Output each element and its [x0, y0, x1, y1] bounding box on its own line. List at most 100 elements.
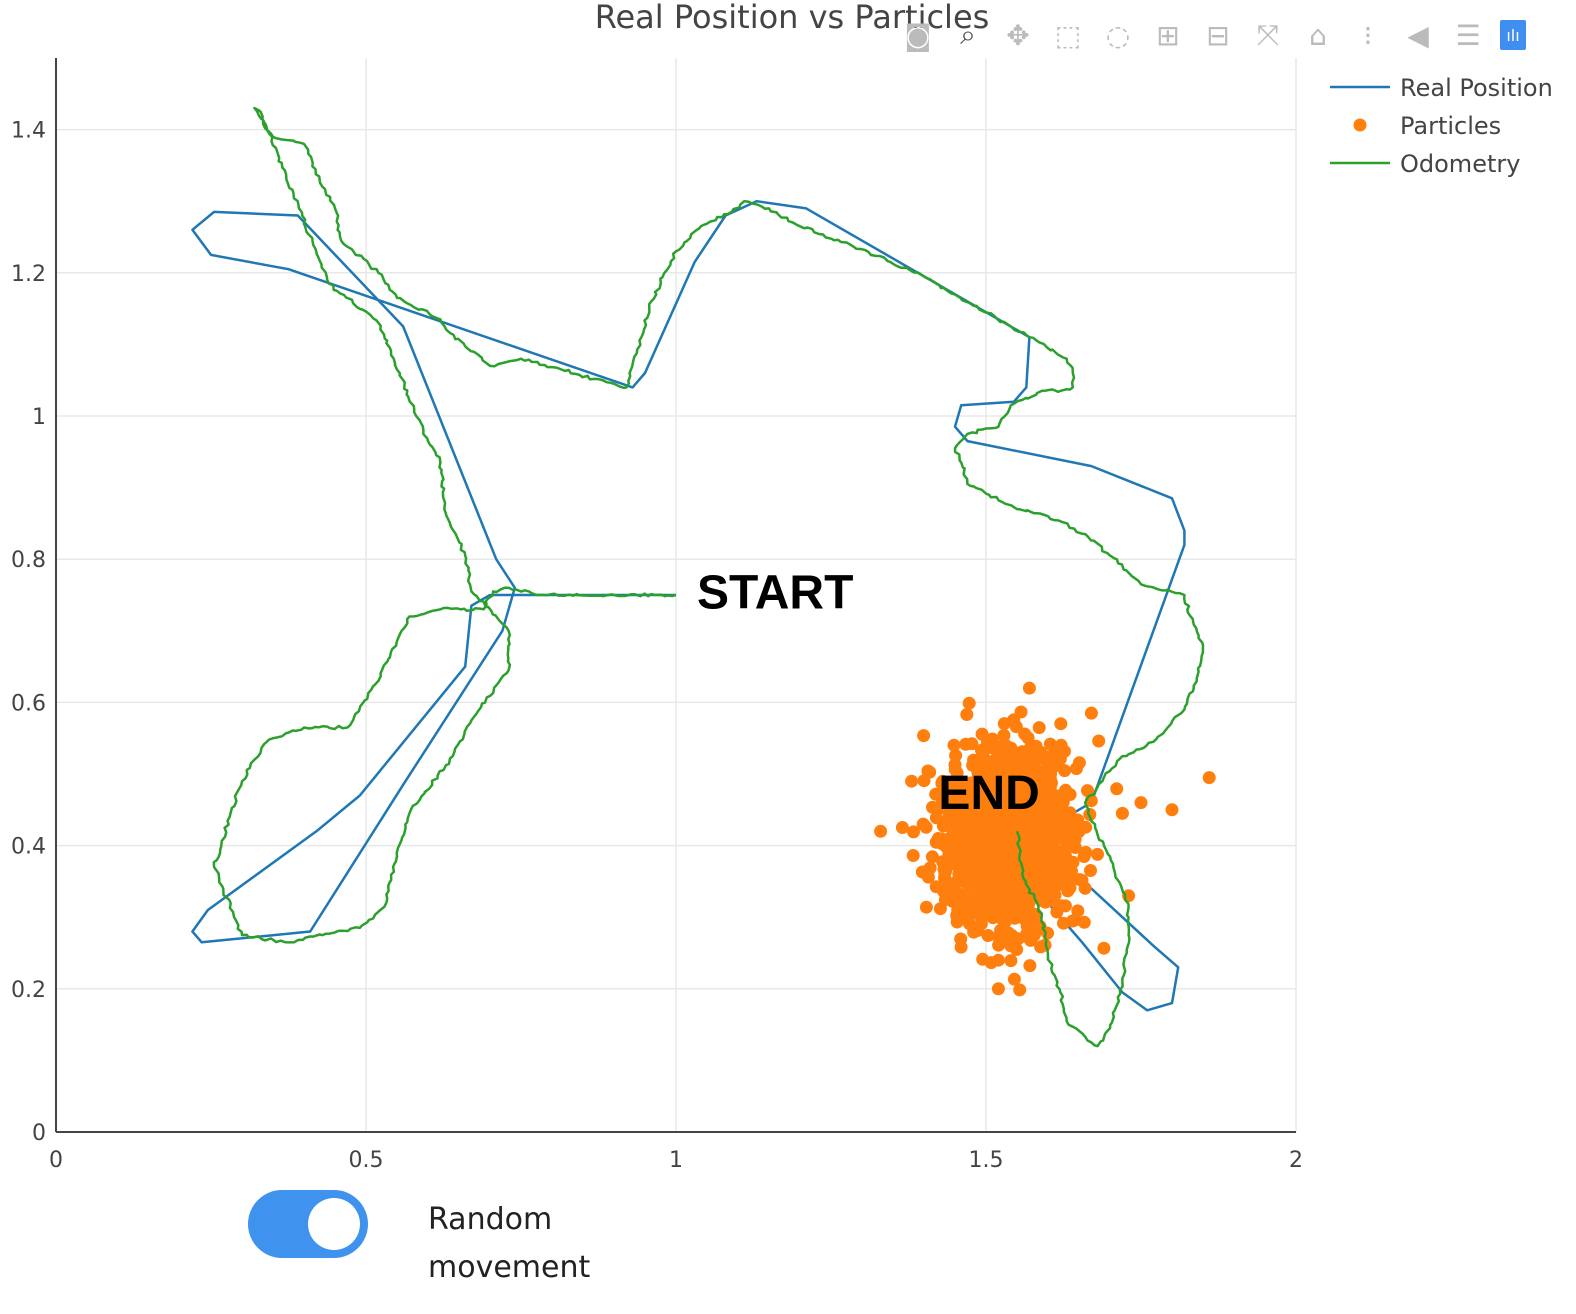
particle-point[interactable] — [1023, 959, 1037, 973]
particle-point[interactable] — [1012, 884, 1026, 898]
particle-point[interactable] — [1134, 796, 1148, 810]
particle-point[interactable] — [938, 866, 952, 880]
particle-point[interactable] — [961, 833, 975, 846]
particle-point[interactable] — [1029, 800, 1043, 814]
particle-point[interactable] — [1050, 850, 1064, 864]
particle-point[interactable] — [950, 766, 964, 780]
particle-point[interactable] — [1069, 762, 1083, 776]
particle-point[interactable] — [1020, 782, 1034, 796]
particle-point[interactable] — [1084, 864, 1097, 877]
particle-point[interactable] — [1007, 835, 1020, 849]
pan-icon[interactable]: ✥ — [1006, 18, 1030, 52]
particle-point[interactable] — [1042, 869, 1056, 882]
particle-point[interactable] — [1032, 721, 1046, 735]
particle-point[interactable] — [992, 779, 1006, 793]
particle-point[interactable] — [929, 880, 943, 894]
particle-point[interactable] — [988, 766, 1002, 780]
particle-point[interactable] — [1041, 758, 1055, 772]
plot-area[interactable] — [191, 106, 1216, 1048]
particle-point[interactable] — [958, 806, 972, 820]
particle-point[interactable] — [952, 794, 966, 808]
particle-point[interactable] — [1004, 939, 1018, 953]
hover-closest-icon[interactable]: ◀ — [1407, 18, 1429, 52]
particle-point[interactable] — [1077, 915, 1091, 929]
particle-point[interactable] — [925, 850, 939, 864]
particle-point[interactable] — [967, 925, 981, 939]
particle-point[interactable] — [1084, 706, 1098, 720]
particle-point[interactable] — [1061, 870, 1075, 884]
particle-point[interactable] — [917, 729, 931, 743]
zoom-icon[interactable]: ⌕ — [960, 18, 976, 51]
particle-point[interactable] — [987, 907, 1001, 921]
particle-point[interactable] — [1091, 847, 1104, 861]
particle-point[interactable] — [990, 813, 1003, 827]
particle-point[interactable] — [991, 982, 1005, 996]
particle-point[interactable] — [978, 872, 992, 886]
legend-item-particles[interactable]: Particles — [1353, 112, 1502, 140]
particle-point[interactable] — [1038, 783, 1052, 797]
particle-point[interactable] — [970, 900, 983, 914]
particle-point[interactable] — [1054, 717, 1068, 731]
particle-point[interactable] — [1048, 812, 1062, 826]
particle-point[interactable] — [929, 787, 943, 801]
particle-point[interactable] — [1081, 784, 1094, 798]
particle-point[interactable] — [932, 835, 946, 849]
particle-point[interactable] — [1031, 823, 1045, 836]
particle-point[interactable] — [977, 800, 991, 814]
particle-point[interactable] — [1003, 875, 1017, 889]
particle-point[interactable] — [933, 902, 947, 916]
particle-point[interactable] — [996, 865, 1010, 879]
particle-point[interactable] — [937, 815, 951, 829]
particle-point[interactable] — [966, 758, 980, 772]
particle-point[interactable] — [923, 861, 937, 875]
particle-point[interactable] — [1058, 764, 1072, 778]
particle-point[interactable] — [1068, 832, 1082, 846]
particle-point[interactable] — [946, 848, 959, 862]
zoom-out-icon[interactable]: ⊟ — [1206, 18, 1230, 52]
particle-point[interactable] — [936, 855, 950, 869]
particle-point[interactable] — [992, 938, 1006, 952]
particle-point[interactable] — [944, 888, 958, 902]
particle-point[interactable] — [1110, 782, 1124, 796]
particle-point[interactable] — [1002, 926, 1016, 940]
particles-group[interactable] — [874, 681, 1216, 997]
particle-point[interactable] — [1009, 720, 1023, 734]
zoom-in-icon[interactable]: ⊞ — [1156, 18, 1180, 52]
particle-point[interactable] — [1063, 806, 1077, 820]
particle-point[interactable] — [935, 777, 949, 791]
particle-point[interactable] — [959, 784, 973, 798]
particle-point[interactable] — [1013, 983, 1027, 997]
particle-point[interactable] — [1030, 753, 1044, 766]
lasso-select-icon[interactable]: ◌ — [1105, 18, 1131, 52]
particle-point[interactable] — [965, 856, 978, 870]
particle-point[interactable] — [906, 849, 920, 862]
particle-point[interactable] — [997, 717, 1011, 731]
particle-point[interactable] — [951, 903, 965, 917]
particle-point[interactable] — [1028, 877, 1041, 891]
box-select-icon[interactable]: ⬚ — [1054, 18, 1082, 52]
particle-point[interactable] — [874, 824, 888, 838]
particle-point[interactable] — [1023, 845, 1037, 859]
particle-point[interactable] — [1004, 954, 1018, 968]
particle-point[interactable] — [1078, 881, 1092, 895]
particle-point[interactable] — [1036, 773, 1050, 786]
particle-point[interactable] — [981, 929, 995, 942]
particle-point[interactable] — [971, 775, 985, 789]
particle-point[interactable] — [962, 696, 976, 710]
camera-icon[interactable]: ◙ — [904, 18, 932, 52]
particle-point[interactable] — [949, 778, 963, 792]
particle-point[interactable] — [973, 787, 987, 801]
particle-point[interactable] — [1022, 861, 1036, 875]
particle-point[interactable] — [1001, 847, 1014, 861]
particle-point[interactable] — [975, 762, 989, 776]
particle-point[interactable] — [980, 837, 994, 851]
particle-point[interactable] — [1003, 767, 1017, 781]
particle-point[interactable] — [1165, 803, 1179, 817]
particle-point[interactable] — [960, 708, 974, 721]
odometry-line[interactable] — [212, 106, 1205, 1048]
particle-point[interactable] — [1029, 739, 1043, 753]
legend-item-odometry[interactable]: Odometry — [1330, 150, 1520, 178]
particle-point[interactable] — [997, 728, 1011, 742]
reset-axes-icon[interactable]: ⌂ — [1309, 18, 1327, 52]
particle-point[interactable] — [905, 774, 919, 788]
